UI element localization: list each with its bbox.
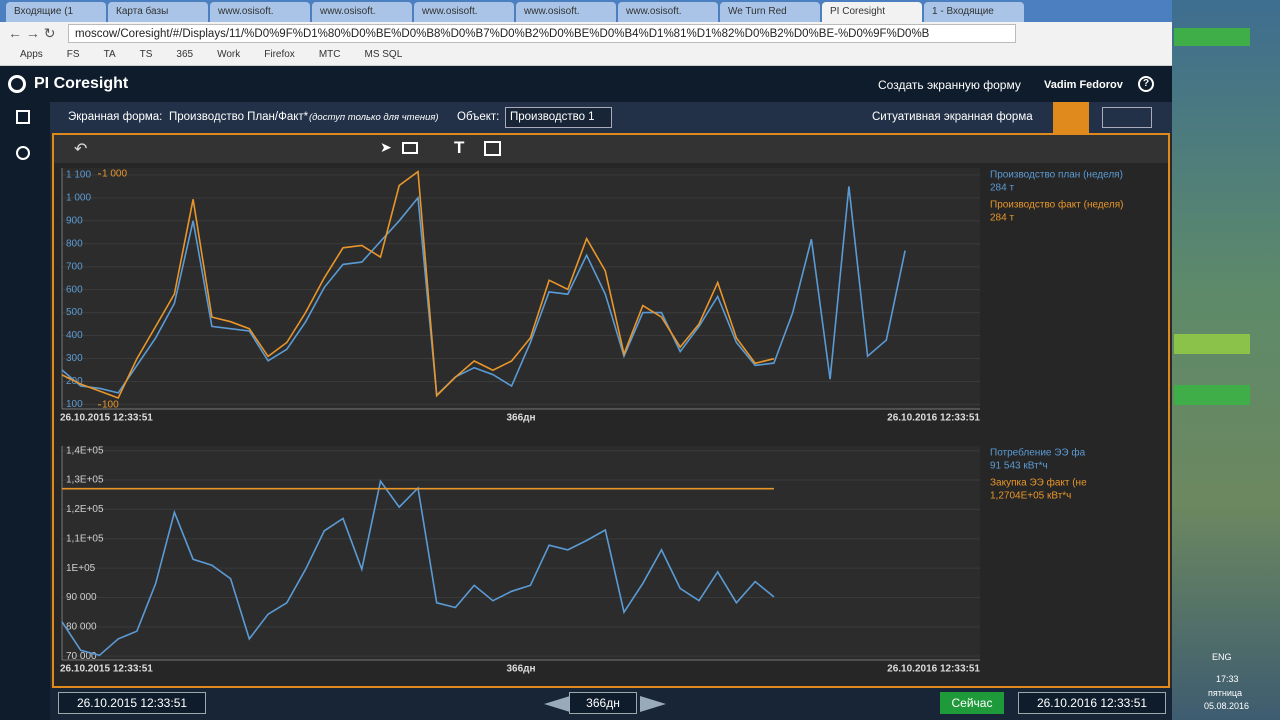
clock-day: пятница xyxy=(1208,688,1243,698)
logo xyxy=(8,75,26,93)
display-bar: Экранная форма: Производство План/Факт* … xyxy=(50,102,1172,133)
ad-hoc-toggle[interactable] xyxy=(1053,102,1089,133)
clock-date: 05.08.2016 xyxy=(1204,701,1250,711)
bookmarks-bar: Apps FS TA TS 365 Work Firefox MTC MS SQL xyxy=(0,45,1172,66)
bookmark[interactable]: TA xyxy=(103,49,116,60)
bookmark[interactable]: MTC xyxy=(318,49,341,60)
tab[interactable]: We Turn Red xyxy=(720,2,820,22)
time-bar: 26.10.2015 12:33:51 366дн Сейчас 26.10.2… xyxy=(50,688,1172,720)
ad-hoc[interactable]: Ситуативная экранная форма xyxy=(872,111,1033,123)
undo[interactable]: ↶ xyxy=(74,141,88,158)
display-canvas xyxy=(52,133,1170,688)
bookmark[interactable]: FS xyxy=(66,49,80,60)
tab[interactable]: www.osisoft. xyxy=(414,2,514,22)
shape-tool[interactable] xyxy=(402,142,418,154)
image-tool[interactable] xyxy=(484,141,501,156)
read-only: (доступ только для чтения) xyxy=(309,112,439,123)
select-tool[interactable]: ➤ xyxy=(380,139,392,155)
user[interactable]: Vadim Fedorov xyxy=(1044,79,1123,91)
tab[interactable]: Входящие (1 xyxy=(6,2,106,22)
windows-taskbar: ENG 17:33 пятница 05.08.2016 xyxy=(1172,0,1280,720)
now-button[interactable]: Сейчас xyxy=(940,692,1004,714)
object-label: Объект: xyxy=(457,111,500,123)
bookmark[interactable]: Apps xyxy=(20,49,43,60)
edit-toolbar: ↶ ➤ T xyxy=(54,135,1168,163)
back-arrow[interactable] xyxy=(536,696,570,712)
help[interactable]: ? xyxy=(1138,76,1154,92)
time-span[interactable]: 366дн xyxy=(569,692,637,714)
bookmark[interactable]: Work xyxy=(217,49,241,60)
sidebar-icon[interactable] xyxy=(16,146,30,160)
task-item[interactable] xyxy=(1174,28,1250,46)
end-time[interactable]: 26.10.2016 12:33:51 xyxy=(1018,692,1166,714)
app-header: PI Coresight Создать экранную форму Vadi… xyxy=(0,66,1172,102)
forward-arrow[interactable] xyxy=(640,696,674,712)
clock-time: 17:33 xyxy=(1216,674,1239,684)
address-bar: ← → ↻ moscow/Coresight/#/Displays/11/%D0… xyxy=(0,22,1172,45)
tab[interactable]: www.osisoft. xyxy=(516,2,616,22)
bookmark[interactable]: TS xyxy=(139,49,153,60)
sidebar-icon[interactable] xyxy=(16,110,30,124)
bookmark[interactable]: Firefox xyxy=(264,49,295,60)
tab[interactable]: Карта базы xyxy=(108,2,208,22)
tab[interactable]: 1 - Входящие xyxy=(924,2,1024,22)
tab[interactable]: www.osisoft. xyxy=(618,2,718,22)
brand[interactable]: PI Coresight xyxy=(34,75,129,92)
display-name: Производство План/Факт* xyxy=(169,111,309,123)
task-item[interactable] xyxy=(1174,334,1250,354)
task-item[interactable] xyxy=(1174,385,1250,405)
lang[interactable]: ENG xyxy=(1212,652,1232,662)
bookmark[interactable]: MS SQL xyxy=(364,49,403,60)
tab-strip: Входящие (1 Карта базы www.osisoft. www.osi… xyxy=(0,0,1172,22)
object-select[interactable]: Производство 1 xyxy=(505,107,612,128)
url[interactable]: moscow/Coresight/#/Displays/11/%D0%9F%D1… xyxy=(68,24,1016,43)
tab[interactable]: www.osisoft. xyxy=(312,2,412,22)
text-tool[interactable]: T xyxy=(454,138,465,157)
start-time[interactable]: 26.10.2015 12:33:51 xyxy=(58,692,206,714)
sidebar xyxy=(0,102,50,720)
display-label: Экранная форма: xyxy=(68,111,163,123)
bookmark[interactable]: 365 xyxy=(176,49,194,60)
tab[interactable]: PI Coresight xyxy=(822,2,922,22)
tab[interactable]: www.osisoft. xyxy=(210,2,310,22)
nav-buttons[interactable]: ← → ↻ xyxy=(8,25,56,41)
create-display[interactable]: Создать экранную форму xyxy=(878,78,1021,92)
save-button[interactable] xyxy=(1102,107,1152,128)
